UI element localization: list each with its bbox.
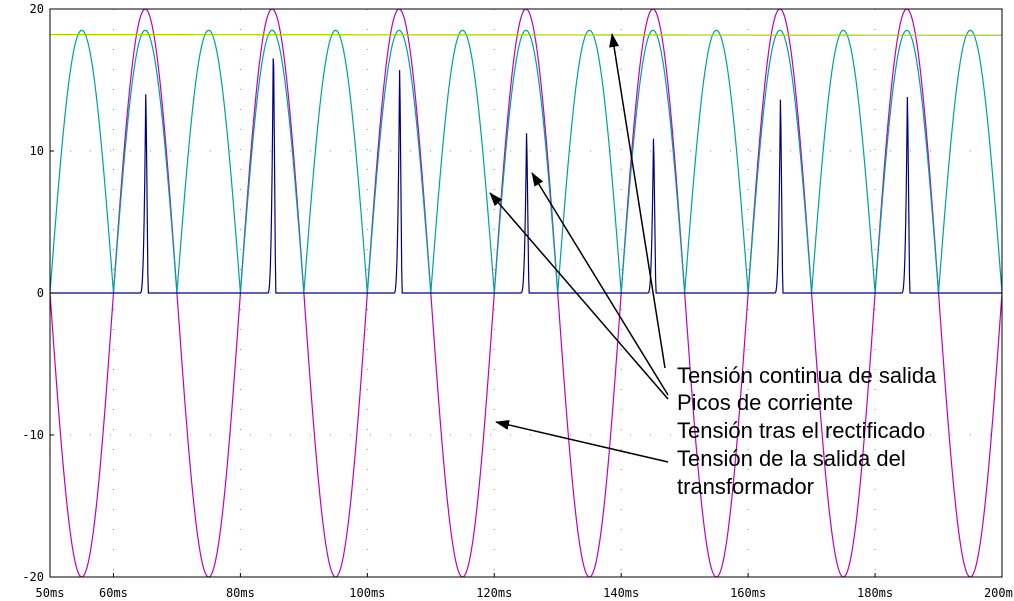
axis-ticks: 20 10 0 -10 -20 50ms 60ms 80ms 100ms 120ms 140ms 16… <box>22 2 1014 600</box>
x-tick-label: 60ms <box>99 586 128 600</box>
series-dc <box>50 33 1002 36</box>
annotations: Tensión continua de salida Picos de corr… <box>489 33 937 499</box>
x-tick-label: 200ms <box>984 586 1014 600</box>
series-layer <box>49 8 1003 578</box>
annotation-transformer-output-line2: transformador <box>677 474 814 499</box>
series-current-pulses <box>50 58 1002 294</box>
y-tick-label: -10 <box>22 428 44 442</box>
x-tick-label: 120ms <box>476 586 512 600</box>
x-tick-label: 140ms <box>603 586 639 600</box>
y-tick-label: 10 <box>30 144 44 158</box>
annotation-rectified-voltage: Tensión tras el rectificado <box>677 418 925 443</box>
arrow-rectified-voltage <box>489 192 669 400</box>
arrow-transformer-output <box>495 420 669 463</box>
annotation-transformer-output: Tensión de la salida del <box>677 446 906 471</box>
x-tick-label: 80ms <box>226 586 255 600</box>
x-tick-label: 50ms <box>36 586 65 600</box>
x-tick-label: 100ms <box>349 586 385 600</box>
y-tick-label: 20 <box>30 2 44 16</box>
x-tick-label: 180ms <box>857 586 893 600</box>
annotation-current-peaks: Picos de corriente <box>677 390 853 415</box>
arrow-current-peaks <box>531 172 669 396</box>
y-tick-label: 0 <box>37 286 44 300</box>
annotation-dc-output: Tensión continua de salida <box>677 363 937 388</box>
x-tick-label: 160ms <box>730 586 766 600</box>
series-rectified-sine <box>49 29 1003 294</box>
y-tick-label: -20 <box>22 570 44 584</box>
arrow-dc-output <box>609 33 666 369</box>
